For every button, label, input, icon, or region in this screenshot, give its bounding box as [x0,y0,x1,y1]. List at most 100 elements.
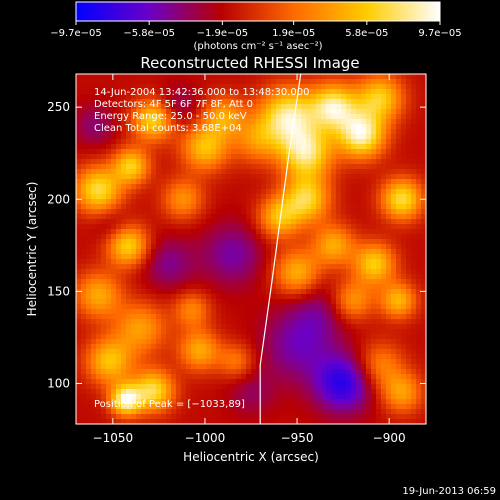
heatmap-cell [356,264,362,270]
heatmap-cell [96,329,102,335]
heatmap-cell [156,244,162,250]
heatmap-cell [106,189,112,195]
heatmap-cell [246,264,252,270]
heatmap-cell [186,319,192,325]
heatmap-cell [111,229,117,235]
heatmap-cell [286,354,292,360]
heatmap-cell [366,109,372,115]
heatmap-cell [86,169,92,175]
heatmap-cell [271,184,277,190]
heatmap-cell [416,394,422,400]
heatmap-cell [321,224,327,230]
heatmap-cell [151,174,157,180]
heatmap-cell [146,304,152,310]
heatmap-cell [81,259,87,265]
heatmap-cell [136,204,142,210]
heatmap-cell [326,164,332,170]
heatmap-cell [206,219,212,225]
heatmap-cell [286,304,292,310]
heatmap-cell [276,359,282,365]
heatmap-cell [181,169,187,175]
heatmap-cell [376,389,382,395]
heatmap-cell [126,324,132,330]
heatmap-cell [321,379,327,385]
heatmap-cell [146,289,152,295]
heatmap-cell [321,179,327,185]
heatmap-cell [216,144,222,150]
heatmap-cell [241,349,247,355]
heatmap-cell [236,74,242,80]
heatmap-cell [406,234,412,240]
heatmap-cell [271,379,277,385]
heatmap-cell [131,309,137,315]
heatmap-cell [146,224,152,230]
heatmap-cell [271,314,277,320]
heatmap-cell [361,374,367,380]
heatmap-cell [116,199,122,205]
heatmap-cell [191,309,197,315]
heatmap-cell [181,124,187,130]
heatmap-cell [276,399,282,405]
heatmap-cell [391,264,397,270]
heatmap-cell [301,149,307,155]
heatmap-cell [171,329,177,335]
heatmap-cell [216,209,222,215]
heatmap-cell [276,184,282,190]
heatmap-cell [261,349,267,355]
heatmap-cell [196,304,202,310]
heatmap-cell [211,239,217,245]
heatmap-cell [241,189,247,195]
heatmap-cell [401,384,407,390]
heatmap-cell [281,239,287,245]
heatmap-cell [361,124,367,130]
heatmap-cell [201,224,207,230]
heatmap-cell [306,244,312,250]
heatmap-cell [201,349,207,355]
heatmap-cell [246,319,252,325]
heatmap-cell [116,79,122,85]
heatmap-cell [161,404,167,410]
heatmap-cell [276,99,282,105]
heatmap-cell [111,294,117,300]
heatmap-cell [151,119,157,125]
heatmap-cell [346,254,352,260]
heatmap-cell [301,194,307,200]
heatmap-cell [341,344,347,350]
heatmap-cell [381,169,387,175]
heatmap-cell [396,339,402,345]
heatmap-cell [241,394,247,400]
heatmap-cell [76,214,82,220]
heatmap-cell [321,309,327,315]
heatmap-cell [176,364,182,370]
heatmap-cell [361,289,367,295]
heatmap-cell [146,144,152,150]
heatmap-cell [376,384,382,390]
heatmap-cell [191,94,197,100]
heatmap-cell [416,229,422,235]
heatmap-cell [296,379,302,385]
heatmap-cell [211,314,217,320]
heatmap-cell [211,249,217,255]
heatmap-cell [266,234,272,240]
heatmap-cell [386,229,392,235]
heatmap-cell [106,314,112,320]
heatmap-cell [281,299,287,305]
heatmap-cell [341,219,347,225]
heatmap-cell [156,124,162,130]
heatmap-cell [406,89,412,95]
heatmap-cell [301,299,307,305]
heatmap-cell [386,109,392,115]
heatmap-cell [206,369,212,375]
heatmap-cell [381,114,387,120]
heatmap-cell [401,84,407,90]
heatmap-cell [386,239,392,245]
heatmap-cell [356,294,362,300]
heatmap-cell [406,79,412,85]
heatmap-cell [136,304,142,310]
heatmap-cell [406,314,412,320]
heatmap-cell [151,199,157,205]
heatmap-cell [276,414,282,420]
heatmap-cell [246,304,252,310]
heatmap-cell [151,379,157,385]
heatmap-cell [301,209,307,215]
